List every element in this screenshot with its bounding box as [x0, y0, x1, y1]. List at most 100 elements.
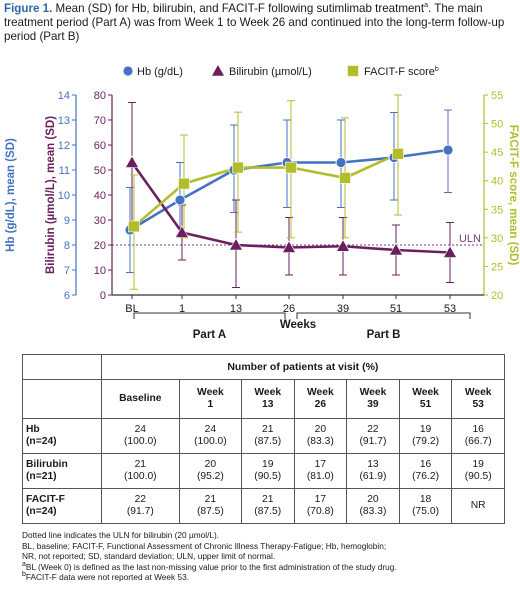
table-row-label: FACIT-F (n=24): [22, 488, 102, 524]
bilirubin-data-point: [174, 225, 190, 238]
hb-legend-label: Hb (g/dL): [137, 66, 183, 78]
table-cell-percent: (90.5): [254, 471, 282, 482]
table-title: Number of patients at visit (%): [100, 354, 506, 380]
facit-legend-label: FACIT-F scoreb: [364, 66, 439, 78]
table-cell: 22 (91.7): [100, 488, 180, 524]
table-column-header: Week 1: [178, 379, 242, 419]
bilirubin-tick-label: 60: [94, 140, 106, 152]
table-cell: 24 (100.0): [178, 418, 242, 454]
table-column-header-line1: Week: [306, 386, 334, 398]
x-tick-label: 13: [230, 303, 242, 315]
table-cell-percent: (87.5): [254, 436, 282, 447]
table-cell-percent: (83.3): [306, 436, 334, 447]
caption-end: . The main treatment period (Part A) was…: [4, 2, 505, 44]
x-tick-label: 39: [337, 303, 349, 315]
table-cell: 13 (61.9): [346, 453, 400, 489]
facit-axis-title: FACIT-F score, mean (SD): [507, 125, 519, 266]
table-column-header-line1: Week: [359, 386, 387, 398]
table-cell-count: 17: [314, 458, 327, 470]
bilirubin-legend-marker: [210, 63, 226, 77]
table-cell: 21 (87.5): [240, 418, 295, 454]
facit-tick-label: 35: [491, 204, 503, 216]
table-cell-count: 22: [367, 423, 379, 435]
table-column-header: Week 13: [240, 379, 295, 419]
hb-data-point: [174, 194, 186, 206]
figure-caption: Figure 1. Mean (SD) for Hb, bilirubin, a…: [4, 2, 516, 45]
table-cell-count: 24: [134, 423, 147, 435]
table-cell-count: 13: [367, 458, 379, 470]
table-cell-percent: (100.0): [194, 436, 227, 447]
table-cell-percent: (70.8): [306, 506, 334, 517]
table-cell-percent: (87.5): [254, 506, 282, 517]
bilirubin-tick-label: 0: [100, 290, 106, 302]
table-column-header-line2: 53: [472, 399, 484, 410]
table-cell-percent: (87.5): [196, 506, 224, 517]
table-cell-count: 19: [419, 423, 432, 435]
hb-tick-label: 12: [58, 140, 70, 152]
bilirubin-data-point: [388, 242, 404, 256]
table-cell-count: 18: [419, 493, 432, 505]
footnote-uln: Dotted line indicates the ULN for biliru…: [22, 530, 220, 540]
table-cell-count: 21: [261, 493, 274, 505]
table-cell: 19 (90.5): [240, 453, 295, 489]
table-column-header: Week 26: [293, 379, 348, 419]
bilirubin-legend-name: Bilirubin (µmol/L): [229, 66, 312, 78]
reference-line-group: ULN: [112, 233, 484, 246]
hb-tick-label: 7: [64, 265, 70, 277]
period-bracket: [296, 312, 471, 319]
footnote-abbrev-2: NR, not reported; SD, standard deviation…: [22, 551, 276, 562]
caption-sup: a: [424, 2, 429, 10]
facit-series-line: [133, 152, 399, 228]
table-column-header-line2: 13: [261, 399, 274, 410]
footnotes: Dotted line indicates the ULN for biliru…: [22, 530, 517, 583]
table-cell-count: 20: [204, 458, 217, 470]
bilirubin-tick-label: 50: [94, 165, 106, 177]
facit-tick-label: 20: [491, 290, 503, 302]
table-cell: 17 (81.0): [293, 453, 348, 489]
x-tick-label: BL: [125, 303, 138, 315]
table-cell-percent: (79.2): [412, 436, 439, 447]
chart: ULN 678910111213140102030405060708020253…: [5, 63, 519, 341]
hb-legend-marker: [122, 65, 134, 77]
bilirubin-tick-label: 40: [94, 190, 106, 202]
facit-legend-sup: b: [435, 66, 439, 73]
x-tick-label: 26: [283, 303, 295, 315]
bilirubin-tick-label: 80: [94, 90, 106, 102]
facit-legend-name: FACIT-F score: [364, 66, 435, 78]
caption-text: Mean (SD) for Hb, bilirubin, and FACIT-F…: [52, 2, 425, 15]
table-cell-percent: (81.0): [306, 471, 334, 482]
table-corner: [22, 354, 102, 380]
table-cell-percent: (95.2): [196, 471, 224, 482]
bilirubin-data-point: [442, 245, 458, 258]
facit-tick-label: 45: [491, 147, 503, 159]
table-header-row: Baseline Week 1 Week 13 Week 26 Week 39 Week 51 Wee…: [22, 379, 505, 419]
table-cell: 20 (95.2): [178, 453, 242, 489]
x-tick-label: 53: [444, 303, 456, 315]
bilirubin-data-point: [281, 240, 297, 253]
table-cell-count: 21: [261, 423, 274, 435]
table-row-label-l2: (n=24): [26, 436, 57, 447]
patients-table: Number of patients at visit (%) Baseline…: [22, 354, 506, 524]
period-label: Part A: [193, 329, 226, 341]
table-cell: 21 (100.0): [100, 453, 180, 489]
table-cell: 16 (76.2): [398, 453, 453, 489]
table-cell: 18 (75.0): [398, 488, 453, 524]
hb-data-point: [442, 144, 454, 156]
table-cell: 24 (100.0): [100, 418, 180, 454]
table-cell: 21 (87.5): [178, 488, 242, 524]
facit-legend-marker: [347, 65, 359, 77]
table-column-header: Baseline: [100, 379, 180, 419]
table-column-header-line1: Week: [197, 386, 224, 398]
table-row-label: Hb (n=24): [22, 418, 102, 454]
facit-data-point: [178, 177, 190, 190]
table-column-header-line2: 26: [314, 399, 327, 410]
table-row: Bilirubin (n=21) 21 (100.0) 20 (95.2) 19 (90.5)…: [22, 453, 505, 489]
table-cell-count: 24: [204, 423, 217, 435]
table-cell: 19 (79.2): [398, 418, 453, 454]
table-column-header-line2: 39: [367, 399, 379, 410]
table-cell-count: 17: [314, 493, 327, 505]
facit-data-point: [285, 161, 297, 174]
table-row-label: Bilirubin (n=21): [22, 453, 102, 489]
hb-tick-label: 11: [59, 165, 70, 177]
period-label: Part B: [367, 329, 401, 341]
